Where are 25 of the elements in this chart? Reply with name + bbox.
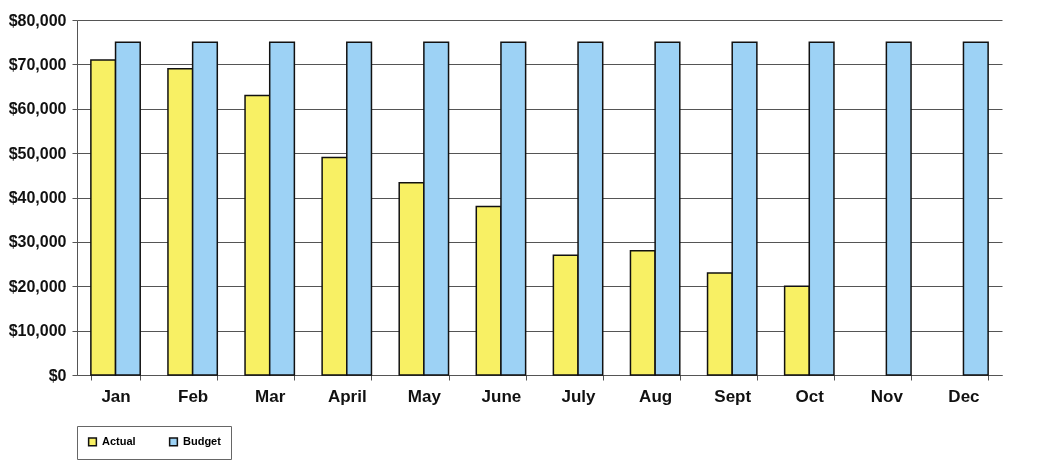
x-tick-label: July: [561, 386, 597, 406]
x-tick-label: Aug: [639, 386, 673, 406]
legend-label: Actual: [102, 434, 136, 447]
y-tick-label: $70,000: [8, 55, 67, 73]
y-tick-label: $0: [48, 366, 67, 384]
x-tick-label: Mar: [255, 386, 286, 406]
bar: [962, 41, 989, 376]
x-tick-label: Feb: [178, 386, 209, 406]
y-tick-label: $10,000: [8, 322, 67, 340]
x-tick-label: May: [407, 386, 442, 406]
x-tick-label: Sept: [714, 386, 752, 406]
y-tick-label: $50,000: [8, 144, 67, 162]
x-tick-label: Oct: [795, 386, 825, 406]
legend-label: Budget: [183, 434, 222, 447]
x-tick-label: June: [481, 386, 522, 406]
x-tick-label: Jan: [101, 386, 131, 406]
y-tick-label: $80,000: [8, 11, 67, 29]
y-tick-label: $60,000: [8, 100, 67, 118]
y-tick-label: $20,000: [8, 277, 67, 295]
x-tick-label: April: [327, 386, 367, 406]
x-tick-label: Dec: [948, 386, 980, 406]
y-tick-label: $30,000: [8, 233, 67, 251]
y-tick-label: $40,000: [8, 189, 67, 206]
bar: [885, 41, 912, 376]
x-tick-label: Nov: [870, 386, 904, 406]
